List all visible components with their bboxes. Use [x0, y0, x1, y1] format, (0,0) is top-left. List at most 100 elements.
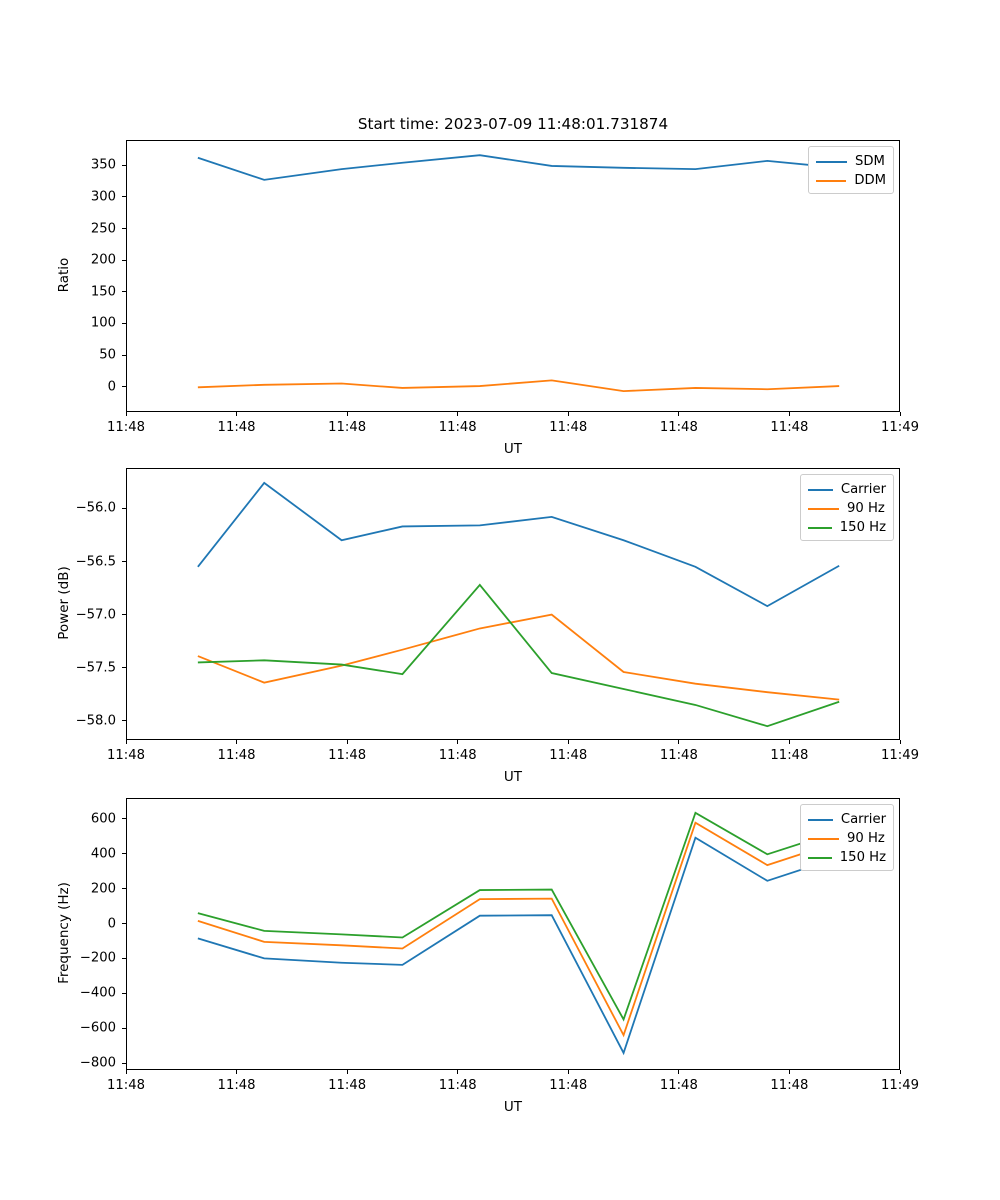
- ytick-mark: [121, 720, 126, 722]
- legend-item[interactable]: DDM: [816, 171, 886, 190]
- xtick-label: 11:48: [217, 1078, 256, 1093]
- xtick-label: 11:48: [106, 748, 146, 763]
- legend-item[interactable]: Carrier: [808, 810, 886, 829]
- legend-swatch-90-hz: [808, 507, 839, 510]
- xtick-mark: [125, 412, 127, 417]
- xtick-label: 11:48: [659, 748, 698, 763]
- ytick-mark: [121, 322, 126, 324]
- xtick-mark: [567, 412, 569, 417]
- legend-swatch-sdm: [816, 160, 847, 163]
- legend-item[interactable]: 150 Hz: [808, 848, 886, 867]
- legend-3: Carrier 90 Hz 150 Hz: [800, 804, 894, 871]
- xtick-label: 11:49: [880, 420, 920, 435]
- chart-title: Start time: 2023-07-09 11:48:01.731874: [357, 115, 669, 133]
- xtick-label: 11:48: [438, 748, 477, 763]
- xtick-mark: [788, 740, 790, 745]
- axes-frame-1: [126, 140, 900, 412]
- xtick-mark: [567, 1070, 569, 1075]
- ytick-label: −400: [79, 985, 116, 1001]
- ytick-label: 150: [90, 284, 116, 300]
- legend-label: SDM: [855, 154, 885, 169]
- xtick-label: 11:48: [328, 748, 367, 763]
- legend-swatch-150-hz: [808, 526, 832, 529]
- xtick-mark: [899, 740, 901, 745]
- legend-label: 150 Hz: [839, 850, 886, 865]
- xtick-mark: [899, 412, 901, 417]
- ytick-label: 350: [90, 157, 116, 173]
- ytick-mark: [121, 507, 126, 509]
- ytick-label: −57.0: [75, 607, 116, 623]
- xtick-mark: [788, 412, 790, 417]
- legend-swatch-ddm: [816, 179, 847, 182]
- xtick-mark: [567, 740, 569, 745]
- xtick-mark: [457, 740, 459, 745]
- ytick-label: 300: [90, 189, 116, 205]
- series-line-90-hz: [197, 821, 840, 1038]
- ytick-mark: [121, 667, 126, 669]
- xtick-label: 11:49: [880, 1078, 920, 1093]
- xtick-mark: [125, 740, 127, 745]
- xtick-mark: [899, 1070, 901, 1075]
- xtick-mark: [788, 1070, 790, 1075]
- xtick-mark: [678, 412, 680, 417]
- ytick-mark: [121, 818, 126, 820]
- xtick-label: 11:48: [217, 748, 256, 763]
- xtick-label: 11:48: [106, 1078, 146, 1093]
- ytick-mark: [121, 354, 126, 356]
- ytick-mark: [121, 923, 126, 925]
- xtick-label: 11:48: [659, 1078, 698, 1093]
- xtick-mark: [678, 740, 680, 745]
- xtick-label: 11:48: [659, 420, 698, 435]
- ytick-label: −57.5: [75, 660, 116, 676]
- ytick-label: −600: [79, 1020, 116, 1036]
- xtick-label: 11:48: [549, 1078, 588, 1093]
- xtick-label: 11:48: [770, 748, 809, 763]
- ytick-label: 400: [90, 846, 116, 862]
- legend-label: Carrier: [840, 482, 886, 497]
- legend-item[interactable]: 90 Hz: [808, 829, 886, 848]
- ytick-label: 250: [90, 221, 116, 237]
- ytick-mark: [121, 259, 126, 261]
- series-line-sdm: [197, 154, 840, 181]
- xtick-mark: [125, 1070, 127, 1075]
- legend-label: 90 Hz: [847, 831, 885, 846]
- legend-swatch-150-hz: [808, 856, 832, 859]
- ytick-mark: [121, 196, 126, 198]
- legend-label: 150 Hz: [839, 520, 886, 535]
- xtick-mark: [236, 1070, 238, 1075]
- legend-2: Carrier 90 Hz 150 Hz: [800, 474, 894, 541]
- xtick-label: 11:48: [328, 420, 367, 435]
- series-line-150-hz: [197, 583, 840, 728]
- legend-item[interactable]: SDM: [816, 152, 886, 171]
- legend-item[interactable]: 90 Hz: [808, 499, 886, 518]
- legend-1: SDM DDM: [808, 146, 894, 194]
- ytick-label: −800: [79, 1055, 116, 1071]
- legend-label: Carrier: [840, 812, 886, 827]
- ytick-label: 0: [107, 379, 116, 395]
- x-axis-label: UT: [503, 441, 523, 457]
- legend-item[interactable]: Carrier: [808, 480, 886, 499]
- xtick-mark: [346, 1070, 348, 1075]
- ytick-label: −58.0: [75, 713, 116, 729]
- xtick-label: 11:49: [880, 748, 920, 763]
- ytick-label: 100: [90, 315, 116, 331]
- xtick-mark: [346, 412, 348, 417]
- xtick-label: 11:48: [438, 1078, 477, 1093]
- xtick-label: 11:48: [549, 748, 588, 763]
- legend-item[interactable]: 150 Hz: [808, 518, 886, 537]
- xtick-label: 11:48: [217, 420, 256, 435]
- xtick-label: 11:48: [438, 420, 477, 435]
- ytick-mark: [121, 1027, 126, 1029]
- series-line-carrier: [197, 836, 840, 1056]
- ytick-mark: [121, 386, 126, 388]
- series-line-carrier: [197, 481, 840, 608]
- xtick-label: 11:48: [770, 420, 809, 435]
- xtick-mark: [457, 1070, 459, 1075]
- xtick-label: 11:48: [549, 420, 588, 435]
